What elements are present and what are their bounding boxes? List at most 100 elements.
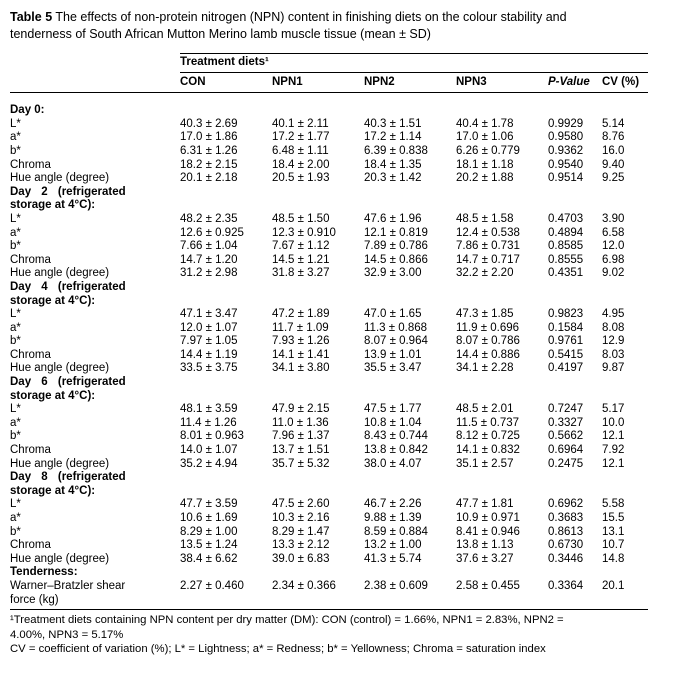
mean-sd-cell: 6.26 ± 0.779 — [456, 144, 520, 157]
mean-sd-cell: 40.3 ± 1.51 — [364, 117, 422, 130]
data-row: Hue angle (degree) 38.4 ± 6.62 39.0 ± 6.83… — [10, 553, 648, 567]
data-row: b* 8.29 ± 1.00 8.29 ± 1.47 8.59 ± 0.884 8.41… — [10, 526, 648, 540]
cv-cell: 16.0 — [602, 144, 625, 157]
data-row: a* 12.6 ± 0.925 12.3 ± 0.910 12.1 ± 0.819 12… — [10, 227, 648, 241]
empty-cell — [548, 93, 602, 118]
mean-sd-cell: 20.1 ± 2.18 — [180, 172, 238, 185]
p-value-cell: 0.3683 — [548, 512, 584, 524]
mean-sd-cell: 7.97 ± 1.05 — [180, 335, 238, 348]
mean-sd-cell: 14.4 ± 1.19 — [180, 348, 238, 361]
empty-cell — [272, 281, 364, 308]
mean-sd-cell: 13.7 ± 1.51 — [272, 444, 330, 457]
data-row: L* 40.3 ± 2.69 40.1 ± 2.11 40.3 ± 1.51 40.4 … — [10, 118, 648, 132]
section-header-row: Day 8 (refrigerated storage at 4°C): — [10, 471, 648, 498]
row-label: Chroma — [10, 444, 51, 457]
mean-sd-cell: 11.3 ± 0.868 — [364, 321, 428, 334]
p-value-cell: 0.8613 — [548, 525, 584, 538]
mean-sd-cell: 11.4 ± 1.26 — [180, 416, 237, 429]
row-label: Hue angle (degree) — [10, 457, 110, 470]
group-header-row: Treatment diets¹ — [10, 53, 649, 73]
data-row: Warner–Bratzler shear force (kg) 2.27 ± 0… — [10, 579, 649, 611]
p-value-cell: 0.3364 — [548, 579, 602, 611]
p-value-cell: 0.9514 — [548, 172, 584, 185]
data-row: Chroma 14.0 ± 1.07 13.7 ± 1.51 13.8 ± 0.842… — [10, 444, 648, 458]
table-body: Day 0: L* 40.3 ± 2.69 40.1 ± 2.11 40.3 ± 1.5… — [10, 93, 649, 611]
empty-cell — [272, 376, 364, 403]
empty-cell — [180, 281, 272, 308]
row-label: Hue angle (degree) — [10, 552, 110, 565]
empty-cell — [364, 281, 456, 308]
mean-sd-cell: 18.2 ± 2.15 — [180, 158, 238, 171]
mean-sd-cell: 12.1 ± 0.819 — [364, 226, 428, 239]
cv-cell: 5.58 — [602, 498, 625, 511]
empty-cell — [456, 281, 548, 308]
caption-text: The effects of non-protein nitrogen (NPN… — [10, 10, 567, 41]
mean-sd-cell: 34.1 ± 3.80 — [272, 362, 330, 375]
mean-sd-cell: 6.39 ± 0.838 — [364, 144, 428, 157]
mean-sd-cell: 7.86 ± 0.731 — [456, 240, 520, 253]
mean-sd-cell: 20.5 ± 1.93 — [272, 172, 330, 185]
mean-sd-cell: 7.96 ± 1.37 — [272, 430, 330, 443]
data-row: L* 47.7 ± 3.59 47.5 ± 2.60 46.7 ± 2.26 47.7 … — [10, 498, 648, 512]
mean-sd-cell: 7.66 ± 1.04 — [180, 240, 238, 253]
mean-sd-cell: 8.07 ± 0.786 — [456, 335, 520, 348]
mean-sd-cell: 14.1 ± 1.41 — [272, 348, 330, 361]
mean-sd-cell: 8.01 ± 0.963 — [180, 430, 244, 443]
cv-cell: 4.95 — [602, 308, 625, 321]
mean-sd-cell: 38.4 ± 6.62 — [180, 552, 238, 565]
empty-cell — [364, 93, 456, 118]
section-header-row: Day 6 (refrigerated storage at 4°C): — [10, 376, 648, 403]
mean-sd-cell: 47.9 ± 2.15 — [272, 403, 330, 416]
mean-sd-cell: 12.6 ± 0.925 — [180, 226, 244, 239]
cv-cell: 9.87 — [602, 362, 625, 375]
cv-cell: 10.0 — [602, 416, 625, 429]
mean-sd-cell: 7.89 ± 0.786 — [364, 240, 428, 253]
row-label: Chroma — [10, 348, 51, 361]
empty-cell — [602, 471, 648, 498]
table-number: Table 5 — [10, 10, 53, 24]
column-header-row: CON NPN1 NPN2 NPN3 P-Value CV (%) — [10, 72, 649, 94]
stub-cell — [10, 54, 180, 73]
mean-sd-cell: 47.1 ± 3.47 — [180, 308, 238, 321]
p-value-cell: 0.5415 — [548, 348, 584, 361]
section-header-row: Day 4 (refrigerated storage at 4°C): — [10, 281, 648, 308]
p-value-cell: 0.6730 — [548, 539, 584, 552]
row-label: Hue angle (degree) — [10, 267, 110, 280]
data-row: L* 48.2 ± 2.35 48.5 ± 1.50 47.6 ± 1.96 48.5 … — [10, 213, 648, 227]
mean-sd-cell: 32.2 ± 2.20 — [456, 267, 514, 280]
column-header-cv: CV (%) — [602, 72, 649, 94]
table-caption: Table 5 The effects of non-protein nitro… — [10, 9, 670, 43]
section-header-row: Tenderness: — [10, 566, 648, 580]
section-header-line: storage at 4°C): — [10, 484, 96, 497]
cv-cell: 9.25 — [602, 172, 625, 185]
mean-sd-cell: 2.58 ± 0.455 — [456, 579, 548, 611]
mean-sd-cell: 6.48 ± 1.11 — [272, 144, 329, 157]
row-label: a* — [10, 321, 21, 334]
column-header-npn1: NPN1 — [272, 72, 364, 94]
empty-cell — [364, 376, 456, 403]
section-header: Day 2 (refrigerated storage at 4°C): — [10, 186, 180, 213]
mean-sd-cell: 40.3 ± 2.69 — [180, 117, 238, 130]
p-value-cell: 0.9540 — [548, 158, 584, 171]
mean-sd-cell: 38.0 ± 4.07 — [364, 457, 422, 470]
p-value-cell: 0.9929 — [548, 117, 584, 130]
p-value-cell: 0.9580 — [548, 131, 584, 144]
data-row: Hue angle (degree) 33.5 ± 3.75 34.1 ± 3.80… — [10, 362, 648, 376]
p-value-cell: 0.8585 — [548, 240, 584, 253]
group-header: Treatment diets¹ — [180, 53, 649, 73]
p-value-cell: 0.4351 — [548, 267, 584, 280]
mean-sd-cell: 12.4 ± 0.538 — [456, 226, 520, 239]
row-label: L* — [10, 403, 21, 416]
p-value-cell: 0.7247 — [548, 403, 584, 416]
section-header: Day 0: — [10, 93, 180, 118]
cv-cell: 5.17 — [602, 403, 625, 416]
mean-sd-cell: 47.2 ± 1.89 — [272, 308, 330, 321]
data-row: a* 17.0 ± 1.86 17.2 ± 1.77 17.2 ± 1.14 17.0 … — [10, 131, 648, 145]
cv-cell: 12.1 — [602, 457, 625, 470]
section-header-line: Day 6 (refrigerated — [10, 376, 126, 389]
column-header-npn3: NPN3 — [456, 72, 548, 94]
section-header-line: storage at 4°C): — [10, 294, 96, 307]
row-label: Hue angle (degree) — [10, 172, 110, 185]
row-label: Warner–Bratzler shear force (kg) — [10, 579, 180, 611]
row-label: a* — [10, 131, 21, 144]
